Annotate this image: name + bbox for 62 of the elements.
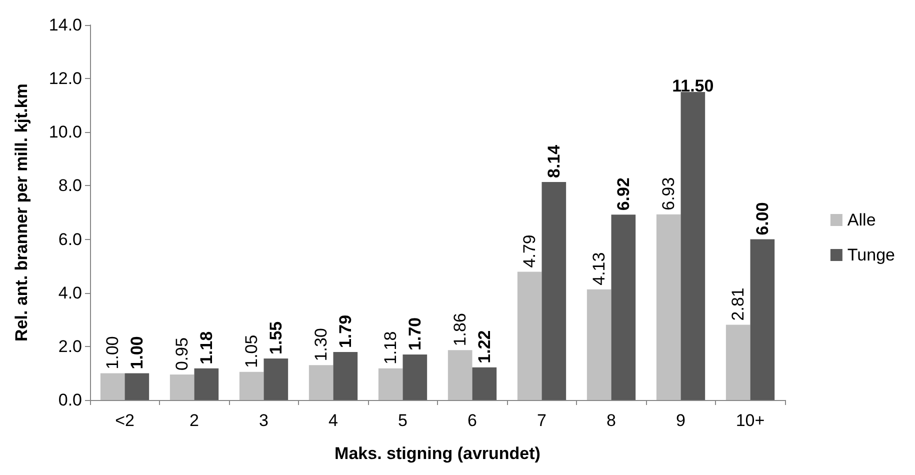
bar [726,324,750,400]
x-tick-label: 7 [537,411,546,430]
data-label: 1.55 [266,321,286,354]
bar [170,374,194,400]
bar [124,373,150,400]
y-axis-title: Rel. ant. branner per mill. kjt.km [12,84,31,342]
data-label: 1.05 [242,334,262,368]
x-tick-label: 6 [468,411,477,430]
data-label: 6.93 [659,177,678,210]
data-label: 4.79 [520,234,540,268]
bar [264,358,288,400]
x-tick-label: 5 [398,411,408,430]
bar [586,289,612,400]
data-label: 1.30 [312,328,331,362]
y-tick-label: 6.0 [58,230,82,249]
data-label: 1.18 [381,331,400,364]
x-tick-label: 8 [606,411,616,430]
data-label: 1.00 [103,336,122,370]
bar [680,92,706,400]
bar [194,368,219,400]
data-label: 4.13 [590,252,609,286]
data-label: 0.95 [172,337,192,371]
x-tick-label: 3 [259,411,268,430]
bar [448,350,472,400]
bar [542,182,566,400]
data-label: 6.92 [614,178,633,211]
x-tick-label: 2 [190,411,199,430]
bar [472,367,497,400]
y-tick-label: 2.0 [58,336,82,356]
data-label: 1.70 [405,317,424,350]
data-label: 1.22 [474,330,494,364]
data-label: 11.50 [672,76,714,96]
bar [402,354,428,400]
y-tick-label: 14.0 [48,16,82,34]
data-label: 8.14 [544,144,564,178]
x-tick-label: 10+ [736,411,765,430]
bar [378,368,403,400]
data-label: 1.86 [450,313,470,346]
bar [333,352,358,400]
data-label: 1.00 [127,336,146,370]
data-label: 1.18 [196,331,216,364]
bar [517,272,542,400]
y-tick-label: 8.0 [58,176,82,196]
legend-label: Tunge [847,246,896,264]
bar [750,239,775,400]
data-label: 1.79 [336,314,355,348]
data-label: 2.81 [728,288,748,321]
bar [656,214,681,400]
data-label: 6.00 [752,202,772,236]
y-tick-label: 0.0 [58,390,82,410]
bar [100,373,125,400]
x-tick-label: 9 [676,411,686,430]
bar [611,214,636,400]
y-tick-label: 4.0 [58,283,82,302]
y-tick-label: 12.0 [48,69,82,88]
x-axis-title: Maks. stigning (avrundet) [334,444,540,463]
y-tick-label: 10.0 [48,122,82,142]
x-tick-label: 4 [328,411,338,430]
x-tick-label: <2 [115,411,134,430]
bar [308,365,334,400]
legend-label: Alle [847,210,876,230]
bar [239,372,264,400]
